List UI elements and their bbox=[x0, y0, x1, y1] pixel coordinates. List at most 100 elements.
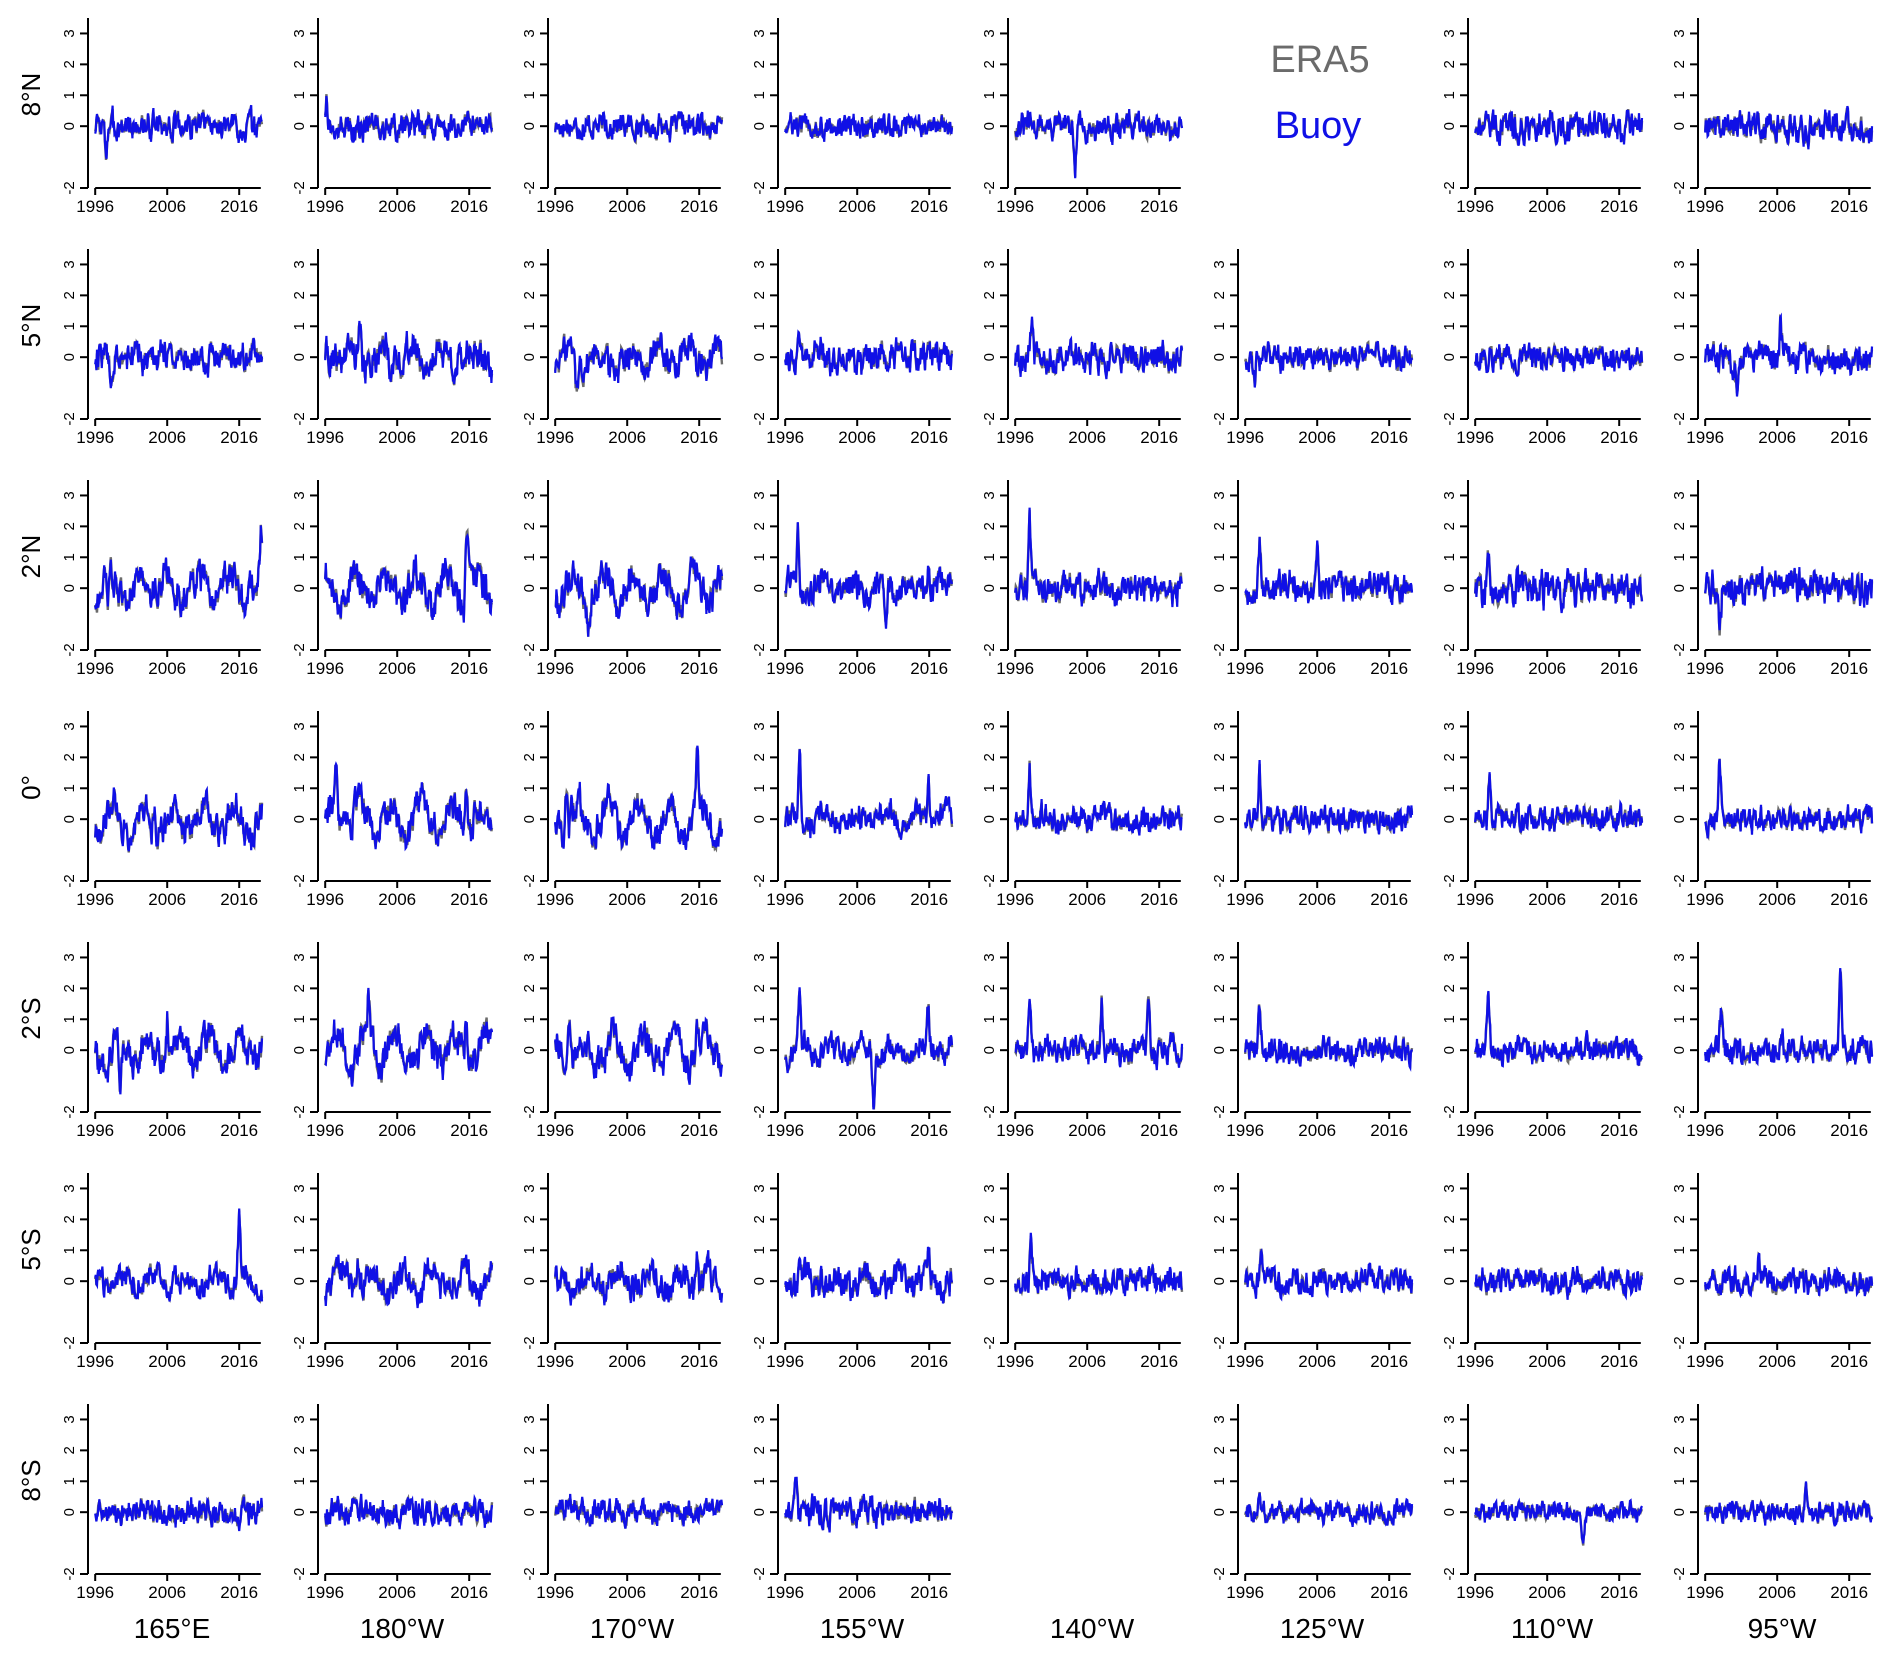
series-buoy-line bbox=[784, 749, 954, 840]
y-tick-label: 3 bbox=[981, 491, 998, 499]
y-tick-label: 3 bbox=[61, 260, 78, 268]
x-tick-label: 2016 bbox=[1370, 1352, 1408, 1371]
y-tick-label: -2 bbox=[291, 643, 308, 656]
x-tick-label: 2006 bbox=[608, 1121, 646, 1140]
y-tick-label: -2 bbox=[61, 412, 78, 425]
y-tick-label: -2 bbox=[291, 412, 308, 425]
y-tick-label: 3 bbox=[1211, 260, 1228, 268]
x-tick-label: 2006 bbox=[1298, 890, 1336, 909]
y-tick-label: 0 bbox=[1211, 1508, 1228, 1516]
y-tick-label: 3 bbox=[291, 722, 308, 730]
x-tick-label: 1996 bbox=[996, 197, 1034, 216]
y-tick-label: 1 bbox=[751, 1477, 768, 1485]
x-tick-label: 1996 bbox=[1686, 1352, 1724, 1371]
y-tick-label: 0 bbox=[521, 584, 538, 592]
col-label: 165°E bbox=[134, 1613, 211, 1644]
y-tick-label: -2 bbox=[1211, 874, 1228, 887]
y-tick-label: 0 bbox=[981, 584, 998, 592]
y-tick-label: 0 bbox=[1441, 1046, 1458, 1054]
x-tick-label: 2016 bbox=[1140, 1352, 1178, 1371]
y-tick-label: 2 bbox=[291, 522, 308, 530]
y-tick-label: 1 bbox=[751, 1246, 768, 1254]
y-tick-label: 3 bbox=[1211, 953, 1228, 961]
series-buoy-line bbox=[94, 337, 264, 389]
y-tick-label: 0 bbox=[1211, 1046, 1228, 1054]
y-tick-label: 1 bbox=[291, 322, 308, 330]
y-tick-label: 0 bbox=[61, 1277, 78, 1285]
x-tick-label: 2016 bbox=[220, 890, 258, 909]
row-label: 2°N bbox=[16, 535, 46, 579]
y-tick-label: 1 bbox=[1211, 553, 1228, 561]
y-tick-label: -2 bbox=[521, 1105, 538, 1118]
x-tick-label: 2006 bbox=[1068, 1121, 1106, 1140]
x-tick-label: 1996 bbox=[996, 428, 1034, 447]
y-tick-label: 1 bbox=[61, 1015, 78, 1023]
x-tick-label: 1996 bbox=[1226, 1352, 1264, 1371]
y-tick-label: 2 bbox=[1671, 522, 1688, 530]
panel: -2 0 1 2 3 1996 2006 2016 bbox=[1211, 1173, 1414, 1371]
y-tick-label: 3 bbox=[1671, 722, 1688, 730]
y-tick-label: 2 bbox=[521, 984, 538, 992]
x-tick-label: 2006 bbox=[608, 1583, 646, 1602]
y-tick-label: -2 bbox=[751, 412, 768, 425]
series-buoy-line bbox=[1704, 968, 1874, 1067]
series-buoy-line bbox=[1244, 1005, 1414, 1072]
y-tick-label: 2 bbox=[1441, 1215, 1458, 1223]
panel: -2 0 1 2 3 1996 2006 2016 bbox=[981, 480, 1184, 678]
y-tick-label: 1 bbox=[291, 1015, 308, 1023]
panel: -2 0 1 2 3 1996 2006 2016 bbox=[61, 249, 264, 447]
row-label: 8°S bbox=[16, 1459, 46, 1501]
y-tick-label: 0 bbox=[291, 815, 308, 823]
y-tick-label: 0 bbox=[1211, 1277, 1228, 1285]
y-tick-label: -2 bbox=[1671, 1105, 1688, 1118]
x-tick-label: 2016 bbox=[450, 1352, 488, 1371]
y-tick-label: 3 bbox=[521, 491, 538, 499]
x-tick-label: 1996 bbox=[766, 890, 804, 909]
y-tick-label: 3 bbox=[61, 1415, 78, 1423]
series-buoy-line bbox=[554, 332, 724, 390]
x-tick-label: 2006 bbox=[378, 659, 416, 678]
y-tick-label: 2 bbox=[981, 522, 998, 530]
y-tick-label: 0 bbox=[521, 1508, 538, 1516]
y-tick-label: -2 bbox=[1441, 181, 1458, 194]
x-tick-label: 1996 bbox=[1686, 1583, 1724, 1602]
y-tick-label: 1 bbox=[751, 91, 768, 99]
y-tick-label: 1 bbox=[1211, 784, 1228, 792]
col-label: 125°W bbox=[1280, 1613, 1365, 1644]
panel: -2 0 1 2 3 1996 2006 2016 bbox=[1671, 480, 1874, 678]
y-tick-label: 3 bbox=[751, 260, 768, 268]
x-tick-label: 2006 bbox=[148, 1121, 186, 1140]
x-tick-label: 2016 bbox=[680, 659, 718, 678]
y-tick-label: 0 bbox=[1671, 815, 1688, 823]
x-tick-label: 2016 bbox=[220, 1121, 258, 1140]
y-tick-label: 1 bbox=[751, 553, 768, 561]
panel: -2 0 1 2 3 1996 2006 2016 bbox=[291, 18, 494, 216]
y-tick-label: 3 bbox=[61, 722, 78, 730]
x-tick-label: 2016 bbox=[1830, 890, 1868, 909]
panel: -2 0 1 2 3 1996 2006 2016 bbox=[1441, 18, 1644, 216]
x-tick-label: 1996 bbox=[536, 1352, 574, 1371]
y-tick-label: 1 bbox=[981, 784, 998, 792]
x-tick-label: 2006 bbox=[838, 890, 876, 909]
y-tick-label: 1 bbox=[1671, 322, 1688, 330]
panel: -2 0 1 2 3 1996 2006 2016 bbox=[1441, 1404, 1644, 1602]
y-tick-label: 0 bbox=[521, 1277, 538, 1285]
x-tick-label: 2006 bbox=[838, 428, 876, 447]
y-tick-label: 2 bbox=[61, 984, 78, 992]
x-tick-label: 1996 bbox=[306, 659, 344, 678]
y-tick-label: 3 bbox=[1211, 722, 1228, 730]
y-tick-label: 3 bbox=[1441, 491, 1458, 499]
y-tick-label: 1 bbox=[1211, 1015, 1228, 1023]
x-tick-label: 1996 bbox=[996, 1121, 1034, 1140]
x-tick-label: 2016 bbox=[910, 1352, 948, 1371]
panel: -2 0 1 2 3 1996 2006 2016 bbox=[521, 1173, 724, 1371]
y-tick-label: 2 bbox=[1671, 1215, 1688, 1223]
x-tick-label: 1996 bbox=[76, 1583, 114, 1602]
y-tick-label: 3 bbox=[981, 29, 998, 37]
x-tick-label: 2016 bbox=[680, 1121, 718, 1140]
y-tick-label: 0 bbox=[1671, 1046, 1688, 1054]
y-tick-label: -2 bbox=[1441, 1105, 1458, 1118]
y-tick-label: 2 bbox=[751, 291, 768, 299]
panel: -2 0 1 2 3 1996 2006 2016 bbox=[521, 942, 724, 1140]
